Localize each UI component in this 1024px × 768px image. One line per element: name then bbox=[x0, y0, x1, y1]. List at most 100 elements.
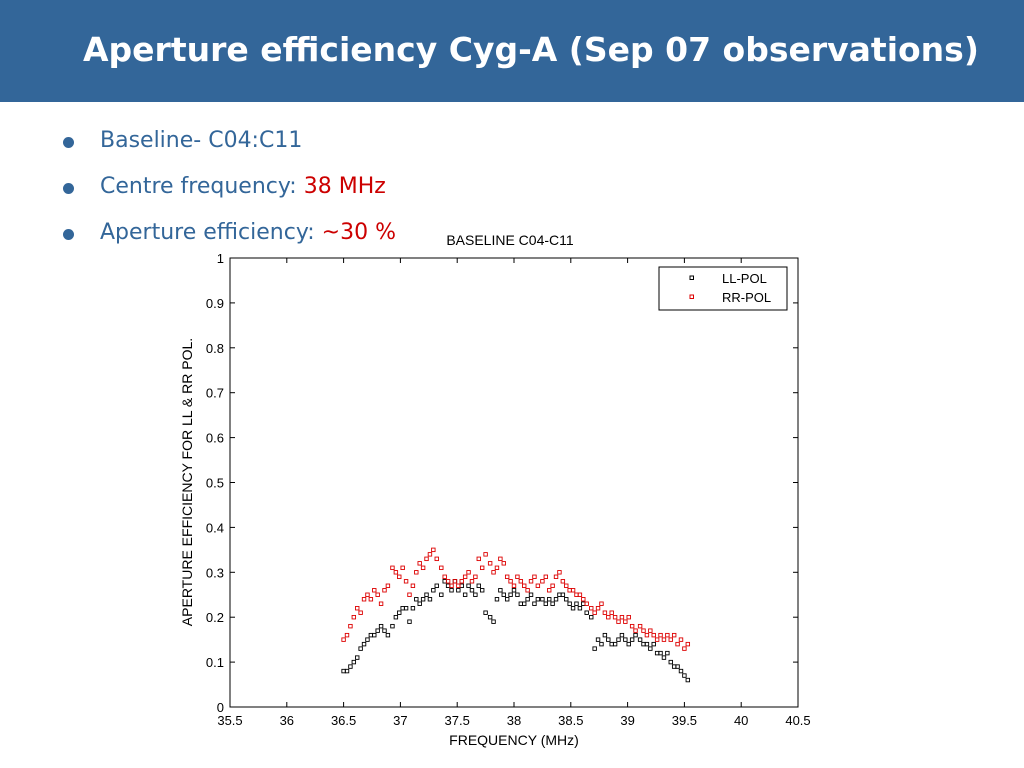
ll-pol-point bbox=[365, 637, 370, 642]
rr-pol-point bbox=[341, 637, 346, 642]
data-points bbox=[341, 547, 691, 683]
rr-pol-point bbox=[439, 565, 444, 571]
slide-title: Aperture efficiency Cyg-A (Sep 07 observ… bbox=[83, 30, 979, 69]
ll-pol-point bbox=[540, 597, 545, 602]
ll-pol-point bbox=[397, 610, 402, 615]
rr-pol-point bbox=[473, 574, 478, 579]
ll-pol-point bbox=[476, 583, 481, 588]
x-tick-label: 35.5 bbox=[217, 713, 242, 728]
rr-pol-point bbox=[671, 632, 677, 638]
rr-pol-point bbox=[532, 574, 537, 579]
rr-pol-point bbox=[668, 637, 673, 642]
rr-pol-point bbox=[385, 583, 391, 588]
rr-pol-point bbox=[483, 552, 488, 557]
rr-pol-point bbox=[479, 565, 485, 571]
ll-pol-point bbox=[358, 646, 363, 651]
y-tick-label: 0.9 bbox=[206, 296, 224, 311]
rr-pol-point bbox=[452, 579, 458, 584]
rr-pol-point bbox=[592, 610, 597, 615]
rr-pol-point bbox=[661, 637, 667, 642]
plot-frame bbox=[229, 257, 799, 708]
ll-pol-point bbox=[633, 632, 638, 638]
ll-pol-point bbox=[382, 628, 387, 633]
x-axis: 35.5 36 36.5 37 37.5 38 38.5 39 39.5 40 40.5 bbox=[217, 258, 811, 728]
ll-pol-point bbox=[592, 646, 597, 651]
ll-pol-point bbox=[403, 606, 409, 611]
bullet-label: Aperture efficiency: bbox=[100, 220, 322, 245]
bullet-dot-icon bbox=[63, 137, 74, 148]
rr-pol-point bbox=[355, 606, 360, 611]
rr-pol-point bbox=[606, 615, 611, 620]
rr-pol-point bbox=[378, 601, 384, 606]
rr-pol-point bbox=[368, 597, 374, 602]
rr-pol-point bbox=[491, 570, 496, 575]
rr-pol-point bbox=[648, 628, 653, 633]
legend-ll-marker bbox=[689, 275, 694, 280]
ll-pol-point bbox=[599, 641, 604, 647]
rr-pol-point bbox=[414, 570, 419, 575]
ll-pol-point bbox=[595, 637, 601, 642]
ll-pol-point bbox=[648, 646, 653, 651]
ll-pol-point bbox=[431, 588, 436, 593]
ll-pol-point bbox=[487, 615, 493, 620]
ll-pol-point bbox=[501, 592, 506, 597]
legend: LL-POL RR-POL bbox=[658, 266, 788, 311]
ll-pol-point bbox=[515, 592, 520, 597]
ll-pol-point bbox=[637, 637, 643, 642]
ll-pol-point bbox=[504, 597, 510, 602]
ll-pol-point bbox=[574, 601, 579, 606]
ll-pol-point bbox=[375, 628, 380, 633]
ll-pol-point bbox=[584, 610, 589, 615]
ll-pol-point bbox=[564, 597, 569, 602]
ll-pol-point bbox=[434, 583, 439, 588]
rr-pol-point bbox=[584, 601, 589, 606]
rr-pol-point bbox=[641, 628, 646, 633]
ll-pol-point bbox=[525, 597, 530, 602]
rr-pol-point bbox=[658, 632, 663, 638]
rr-pol-point bbox=[348, 623, 353, 629]
legend-rr-label: RR-POL bbox=[722, 290, 771, 305]
legend-ll-label: LL-POL bbox=[722, 271, 767, 286]
y-tick-label: 0.5 bbox=[206, 476, 224, 491]
rr-pol-point bbox=[449, 583, 454, 588]
rr-pol-point bbox=[498, 556, 503, 562]
rr-pol-point bbox=[651, 632, 656, 638]
rr-pol-point bbox=[344, 632, 350, 638]
rr-pol-point bbox=[456, 583, 461, 588]
legend-box bbox=[658, 266, 788, 311]
ll-pol-point bbox=[602, 632, 608, 638]
rr-pol-point bbox=[654, 637, 660, 642]
ll-pol-point bbox=[372, 632, 377, 638]
ll-pol-point bbox=[407, 619, 412, 624]
ll-pol-point bbox=[361, 641, 367, 647]
rr-pol-point bbox=[407, 592, 412, 597]
rr-pol-point bbox=[382, 588, 387, 593]
x-tick-label: 36.5 bbox=[331, 713, 356, 728]
rr-pol-point bbox=[390, 565, 395, 571]
rr-pol-point bbox=[417, 561, 422, 566]
y-tick-label: 0 bbox=[217, 700, 224, 715]
bullet-aperture-efficiency: Aperture efficiency: ~30 % bbox=[60, 217, 396, 263]
rr-pol-point bbox=[372, 588, 377, 593]
ll-pol-point bbox=[535, 597, 541, 602]
rr-pol-point bbox=[644, 632, 650, 638]
rr-pol-point bbox=[540, 579, 545, 584]
ll-pol-point bbox=[658, 650, 663, 656]
y-tick-label: 0.1 bbox=[206, 655, 224, 670]
bullet-dot-icon bbox=[63, 183, 74, 194]
ll-pol-point bbox=[682, 673, 687, 678]
rr-pol-point bbox=[515, 574, 520, 579]
rr-pol-point bbox=[626, 615, 631, 620]
ll-pol-point bbox=[449, 588, 454, 593]
ll-pol-point bbox=[528, 592, 534, 597]
ll-pol-point bbox=[619, 632, 625, 638]
rr-pol-point bbox=[351, 615, 357, 620]
ll-pol-point bbox=[473, 592, 478, 597]
ll-pol-point bbox=[452, 579, 458, 584]
rr-pol-point bbox=[589, 606, 594, 611]
rr-pol-point bbox=[466, 570, 471, 575]
chart-title: BASELINE C04-C11 bbox=[446, 232, 574, 248]
ll-pol-point bbox=[589, 615, 594, 620]
x-axis-label: FREQUENCY (MHz) bbox=[449, 732, 579, 748]
rr-pol-point bbox=[358, 610, 363, 615]
